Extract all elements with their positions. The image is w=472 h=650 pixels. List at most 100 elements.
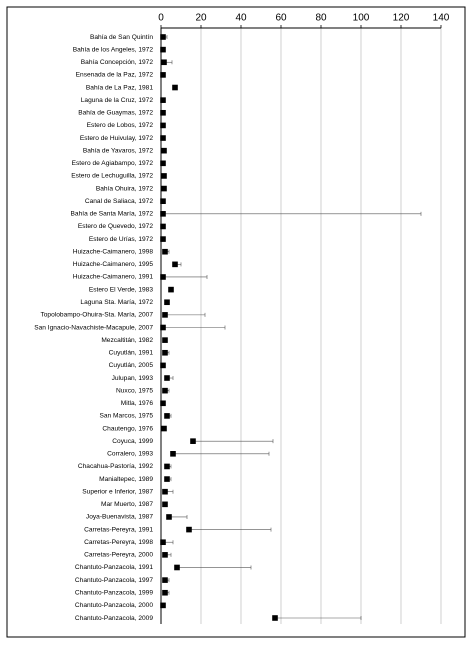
point bbox=[160, 400, 166, 407]
point bbox=[162, 488, 168, 495]
point bbox=[160, 539, 166, 546]
y-tick-label: Topolobampo-Ohuira-Sta. María, 2007 bbox=[40, 312, 153, 319]
point bbox=[160, 109, 166, 116]
point bbox=[272, 615, 278, 621]
point bbox=[160, 97, 166, 103]
point bbox=[160, 236, 166, 242]
y-tick-label: Estero de Huivulay, 1972 bbox=[80, 135, 154, 142]
point bbox=[160, 223, 166, 230]
y-tick-label: Bahía de los Angeles, 1972 bbox=[73, 46, 154, 53]
y-tick-label: Laguna de la Cruz, 1972 bbox=[81, 97, 154, 104]
point bbox=[164, 463, 170, 470]
y-tick-label: Ensenada de la Paz, 1972 bbox=[76, 72, 154, 79]
y-tick-label: Bahía de San Quintín bbox=[90, 34, 153, 41]
point bbox=[160, 362, 166, 369]
y-tick-label: Huizache-Caimanero, 1995 bbox=[73, 261, 154, 268]
point bbox=[160, 160, 166, 167]
y-tick-label: Canal de Saliaca, 1972 bbox=[85, 198, 154, 205]
y-tick-label: Superior e Inferior, 1987 bbox=[82, 488, 153, 495]
y-tick-label: Cuyutlán, 1991 bbox=[109, 350, 154, 357]
y-tick-label: Corralero, 1993 bbox=[107, 451, 153, 458]
point bbox=[161, 147, 167, 154]
point bbox=[186, 526, 192, 533]
y-tick-label: Huizache-Caimanero, 1991 bbox=[73, 274, 154, 281]
y-tick-label: Bahía Concepción, 1972 bbox=[81, 59, 154, 66]
x-tick-label: 20 bbox=[195, 13, 207, 24]
y-tick-label: Bahía Ohuira, 1972 bbox=[96, 185, 154, 192]
point bbox=[160, 34, 166, 40]
frame bbox=[6, 6, 466, 638]
point bbox=[164, 375, 170, 381]
y-tick-label: Cuyutlán, 2005 bbox=[109, 362, 154, 369]
y-tick-label: Bahía de Yavaros, 1972 bbox=[83, 147, 153, 154]
y-tick-label: Chantuto-Panzacola, 1999 bbox=[75, 589, 153, 596]
point bbox=[166, 514, 172, 520]
y-tick-label: Carretas-Pereyra, 2000 bbox=[84, 552, 153, 559]
point bbox=[162, 577, 168, 583]
x-tick-label: 80 bbox=[315, 13, 327, 24]
point bbox=[160, 274, 166, 280]
x-tick-label: 140 bbox=[433, 13, 450, 24]
x-tick-label: 100 bbox=[353, 13, 370, 24]
y-tick-label: San Ignacio-Navachiste-Macapule, 2007 bbox=[34, 324, 153, 331]
y-tick-label: Joya-Buenavista, 1987 bbox=[86, 514, 153, 521]
point bbox=[190, 438, 196, 444]
y-tick-label: Chacahua-Pastoría, 1992 bbox=[78, 463, 153, 470]
y-tick-label: Estero El Verde, 1983 bbox=[89, 286, 153, 293]
point bbox=[162, 248, 168, 255]
point bbox=[164, 299, 170, 306]
point bbox=[164, 413, 170, 419]
point bbox=[164, 476, 170, 482]
point bbox=[172, 84, 178, 91]
y-tick-label: Bahía de Guaymas, 1972 bbox=[78, 110, 153, 117]
point bbox=[168, 286, 174, 293]
point bbox=[162, 349, 168, 356]
y-tick-label: Estero de Agiabampo, 1972 bbox=[72, 160, 154, 167]
y-tick-label: Bahía de Santa María, 1972 bbox=[71, 211, 154, 218]
x-tick-label: 40 bbox=[235, 13, 247, 24]
y-tick-label: Carretas-Pereyra, 1991 bbox=[84, 526, 153, 533]
point bbox=[162, 552, 168, 558]
y-tick-label: Mar Muerto, 1987 bbox=[101, 501, 153, 508]
y-tick-label: Chautengo, 1976 bbox=[102, 425, 153, 432]
point bbox=[162, 337, 168, 343]
y-tick-label: Huizache-Caimanero, 1998 bbox=[73, 248, 154, 255]
y-tick-label: Manialtepec, 1989 bbox=[99, 476, 153, 483]
point bbox=[161, 59, 167, 66]
point bbox=[160, 72, 166, 78]
point bbox=[170, 451, 176, 457]
point bbox=[161, 173, 167, 179]
point bbox=[162, 501, 168, 508]
y-tick-label: Coyuca, 1999 bbox=[112, 438, 153, 445]
point bbox=[161, 425, 167, 432]
point bbox=[160, 198, 166, 204]
point bbox=[162, 312, 168, 318]
y-tick-label: Julupan, 1993 bbox=[112, 375, 154, 382]
y-tick-label: Laguna Sta. María, 1972 bbox=[80, 299, 153, 306]
y-tick-label: Estero de Lechuguilla, 1972 bbox=[71, 173, 153, 180]
point bbox=[162, 387, 168, 394]
point bbox=[161, 185, 167, 192]
y-tick-label: Estero de Lobos, 1972 bbox=[87, 122, 154, 129]
x-tick-label: 120 bbox=[393, 13, 410, 24]
point bbox=[160, 46, 166, 53]
y-tick-label: Mitla, 1976 bbox=[121, 400, 154, 407]
point bbox=[174, 564, 180, 571]
y-tick-label: Nuxco, 1975 bbox=[116, 387, 153, 394]
x-tick-label: 0 bbox=[158, 13, 164, 24]
y-tick-label: Chantuto-Panzacola, 1991 bbox=[75, 564, 153, 571]
x-tick-label: 60 bbox=[275, 13, 287, 24]
y-tick-label: Chantuto-Panzacola, 2000 bbox=[75, 602, 153, 609]
point bbox=[160, 602, 166, 609]
point bbox=[162, 589, 168, 596]
y-tick-label: Chantuto-Panzacola, 1997 bbox=[75, 577, 153, 584]
point bbox=[160, 122, 166, 129]
point bbox=[160, 324, 166, 331]
y-tick-label: Bahía de La Paz, 1981 bbox=[86, 84, 153, 91]
y-tick-label: Estero de Quevedo, 1972 bbox=[78, 223, 153, 230]
point bbox=[172, 261, 178, 268]
y-tick-label: San Marcos, 1975 bbox=[99, 413, 153, 420]
y-tick-label: Chantuto-Panzacola, 2009 bbox=[75, 615, 153, 622]
